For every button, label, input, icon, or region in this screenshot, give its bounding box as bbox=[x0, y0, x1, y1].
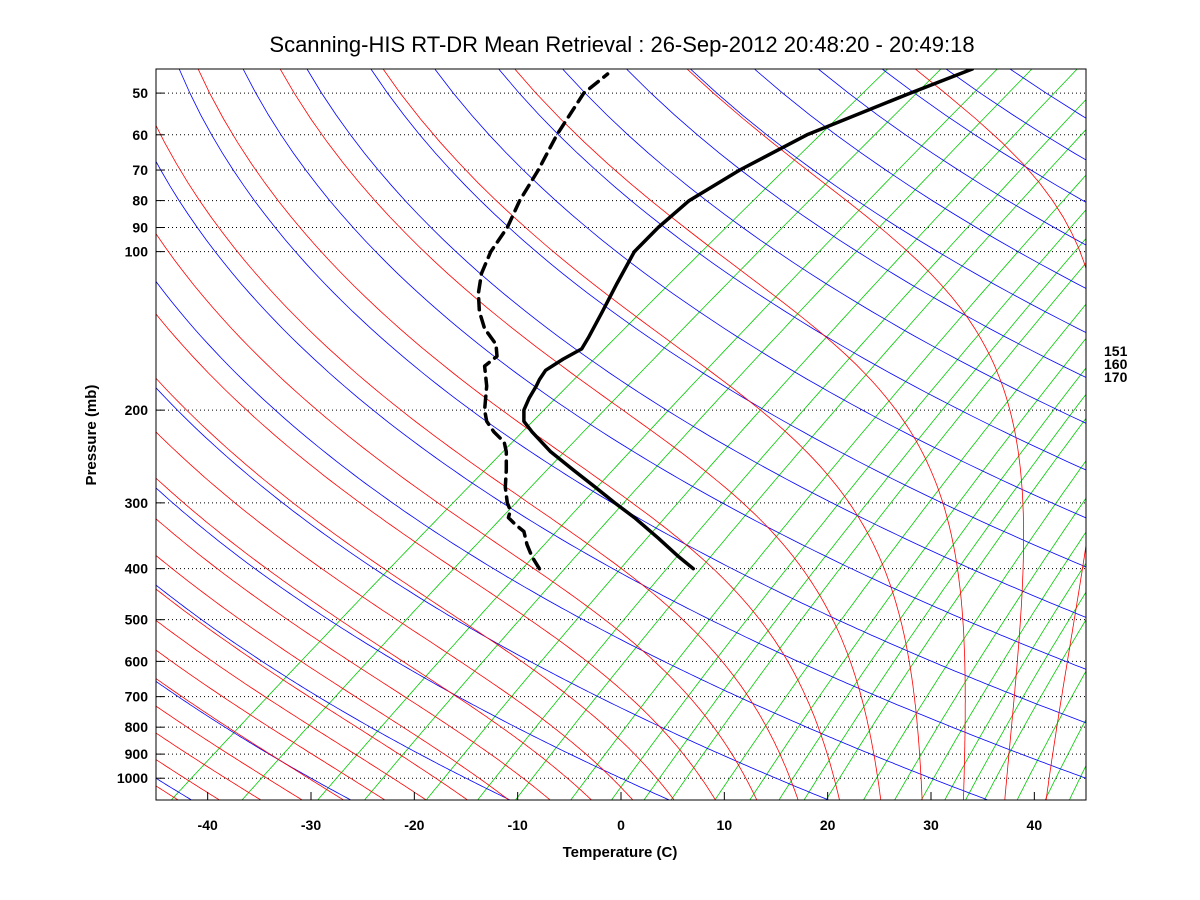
mixing-ratio-line bbox=[515, 129, 1086, 800]
mixing-ratio-line bbox=[965, 591, 1086, 800]
moist-adiabat bbox=[156, 377, 675, 800]
y-tick-label: 80 bbox=[132, 193, 148, 209]
y-tick-label: 50 bbox=[132, 85, 148, 101]
right-label-160: 160 bbox=[1104, 356, 1128, 372]
dry-adiabat bbox=[178, 69, 1086, 724]
y-tick-label: 700 bbox=[125, 689, 149, 705]
x-tick-label: -30 bbox=[301, 817, 321, 833]
moist-adiabat bbox=[156, 431, 634, 800]
moist-adiabat bbox=[686, 69, 1024, 800]
mixing-ratio-line bbox=[670, 262, 1086, 800]
mixing-ratio-line bbox=[570, 174, 1086, 800]
mixing-ratio-line bbox=[317, 69, 998, 800]
moist-adiabat bbox=[156, 554, 510, 800]
moist-adiabat bbox=[279, 69, 882, 800]
moist-adiabat bbox=[156, 233, 758, 800]
x-tick-label: -10 bbox=[508, 817, 528, 833]
y-tick-label: 500 bbox=[125, 612, 149, 628]
x-tick-label: 40 bbox=[1027, 817, 1043, 833]
y-tick-label: 90 bbox=[132, 220, 148, 236]
right-label-170: 170 bbox=[1104, 369, 1128, 385]
moist-adiabat bbox=[382, 69, 923, 800]
dry-adiabat bbox=[498, 69, 1086, 471]
y-tick-label: 400 bbox=[125, 561, 149, 577]
x-tick-label: -40 bbox=[198, 817, 218, 833]
moist-adiabat bbox=[514, 69, 966, 800]
sounding-profiles bbox=[476, 69, 975, 571]
y-tick-label: 60 bbox=[132, 127, 148, 143]
y-tick-label: 900 bbox=[125, 746, 149, 762]
y-tick-label: 100 bbox=[125, 244, 149, 260]
mixing-ratio-line bbox=[643, 237, 1086, 800]
dry-adiabat bbox=[306, 69, 1086, 618]
mixing-ratio-line bbox=[920, 531, 1086, 800]
right-label-151: 151 bbox=[1104, 343, 1128, 359]
y-tick-label: 800 bbox=[125, 719, 149, 735]
x-axis-label: Temperature (C) bbox=[563, 844, 678, 861]
x-tick-label: -20 bbox=[404, 817, 424, 833]
moist-adiabat bbox=[156, 705, 303, 800]
dewpoint-profile bbox=[476, 72, 610, 571]
y-axis-label: Pressure (mb) bbox=[83, 385, 100, 486]
moist-adiabat bbox=[156, 313, 716, 800]
x-tick-label: 0 bbox=[617, 817, 625, 833]
mixing-ratio-line bbox=[778, 367, 1086, 800]
chart-title: Scanning-HIS RT-DR Mean Retrieval : 26-S… bbox=[269, 32, 974, 57]
axis-ticks: 5060708090100200300400500600700800900100… bbox=[117, 85, 1042, 833]
moist-adiabat bbox=[914, 69, 1086, 800]
moist-adiabat bbox=[156, 732, 262, 800]
moist-adiabat bbox=[156, 759, 220, 800]
mixing-ratio-line bbox=[714, 303, 1086, 800]
mixing-ratio-line bbox=[425, 69, 1078, 800]
y-tick-label: 300 bbox=[125, 495, 149, 511]
dry-adiabat bbox=[156, 387, 829, 800]
mixing-ratio-line bbox=[1044, 718, 1086, 800]
mixing-ratio-line bbox=[894, 497, 1086, 800]
moist-adiabat bbox=[156, 619, 427, 800]
dry-adiabat bbox=[434, 69, 1086, 519]
y-tick-label: 600 bbox=[125, 653, 149, 669]
x-tick-label: 10 bbox=[717, 817, 733, 833]
mixing-ratio-line bbox=[749, 337, 1086, 800]
mixing-ratio-line bbox=[364, 69, 1033, 800]
mixing-ratio-line bbox=[983, 618, 1086, 800]
mixing-ratio-line bbox=[863, 460, 1086, 800]
mixing-ratio-line bbox=[170, 69, 888, 800]
mixing-ratio-line bbox=[477, 99, 1086, 800]
y-tick-label: 200 bbox=[125, 402, 149, 418]
temperature-profile bbox=[522, 69, 975, 571]
dry-adiabat bbox=[156, 584, 511, 800]
moist-adiabat bbox=[156, 477, 592, 800]
moist-adiabat bbox=[156, 588, 468, 800]
y-tick-label: 70 bbox=[132, 162, 148, 178]
dry-adiabat bbox=[242, 69, 1086, 670]
moist-adiabat bbox=[156, 518, 551, 800]
mixing-ratio-line bbox=[825, 417, 1086, 800]
moist-adiabat bbox=[156, 678, 344, 800]
x-tick-label: 20 bbox=[820, 817, 836, 833]
dry-adiabat bbox=[156, 160, 1086, 779]
dry-adiabat bbox=[370, 69, 1086, 568]
dry-adiabat bbox=[156, 487, 670, 800]
mixing-ratio-line bbox=[944, 562, 1086, 800]
moist-adiabat bbox=[156, 124, 799, 800]
x-tick-label: 30 bbox=[923, 817, 939, 833]
y-tick-label: 1000 bbox=[117, 770, 148, 786]
